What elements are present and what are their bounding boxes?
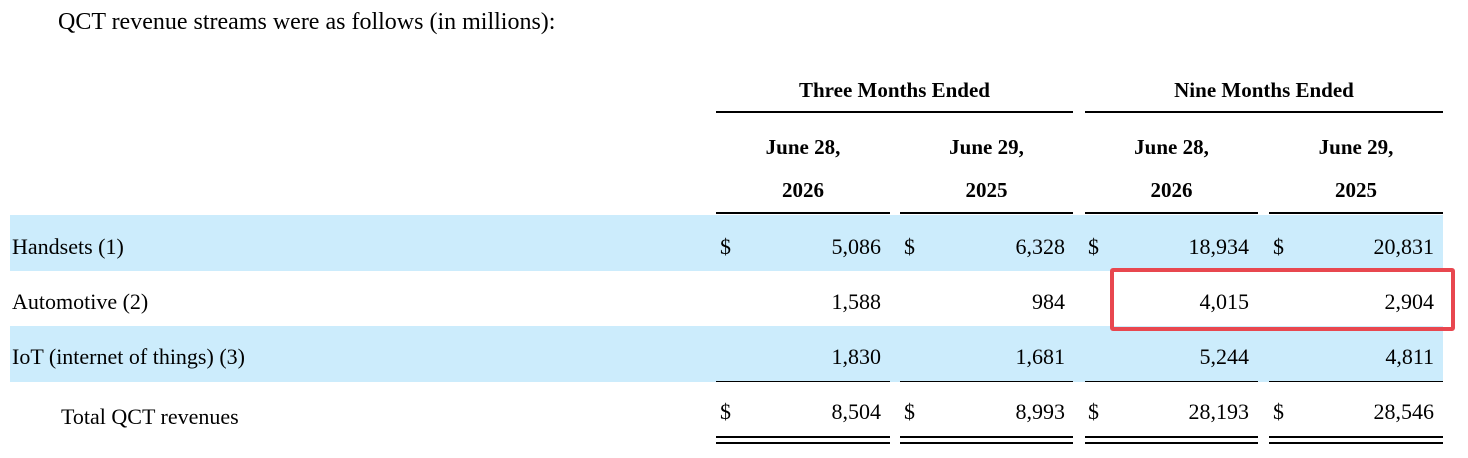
column-header-date: June 29, — [949, 135, 1024, 159]
row-label-automotive: Automotive (2) — [12, 289, 149, 314]
value-handsets-9m-2025: 20,831 — [1373, 234, 1435, 259]
column-rule-3m-2025 — [900, 212, 1073, 214]
row-label-handsets: Handsets (1) — [12, 234, 124, 259]
total-double-rule — [1085, 436, 1258, 444]
value-handsets-3m-2026: 5,086 — [831, 234, 882, 259]
value-total-9m-2026: 28,193 — [1188, 399, 1250, 424]
column-header-date: June 28, — [1134, 135, 1209, 159]
header-three-months-rule — [716, 111, 1073, 113]
currency-symbol: $ — [720, 399, 731, 424]
column-rule-9m-2025 — [1269, 212, 1443, 214]
currency-symbol: $ — [904, 234, 915, 259]
value-iot-3m-2026: 1,830 — [831, 344, 882, 369]
currency-symbol: $ — [1273, 399, 1284, 424]
header-nine-months-ended: Nine Months Ended — [1174, 78, 1354, 102]
total-double-rule — [900, 436, 1073, 444]
value-automotive-3m-2026: 1,588 — [831, 289, 882, 314]
total-double-rule — [1269, 436, 1443, 444]
row-label-iot: IoT (internet of things) (3) — [12, 344, 245, 369]
total-double-rule — [716, 436, 890, 444]
value-automotive-9m-2026: 4,015 — [1199, 289, 1250, 314]
intro-text: QCT revenue streams were as follows (in … — [58, 9, 556, 35]
subtotal-rule — [1269, 381, 1443, 382]
value-handsets-3m-2025: 6,328 — [1015, 234, 1066, 259]
header-nine-months-rule — [1085, 111, 1443, 113]
subtotal-rule — [900, 381, 1073, 382]
value-total-9m-2025: 28,546 — [1373, 399, 1435, 424]
value-automotive-9m-2025: 2,904 — [1384, 289, 1435, 314]
highlight-box-automotive-nine-months — [1110, 268, 1455, 331]
column-header-year: 2025 — [965, 178, 1008, 202]
column-header-date: June 29, — [1318, 135, 1394, 159]
currency-symbol: $ — [720, 234, 731, 259]
value-total-3m-2025: 8,993 — [1015, 399, 1066, 424]
subtotal-rule — [1085, 381, 1258, 382]
column-rule-9m-2026 — [1085, 212, 1258, 214]
subtotal-rule — [716, 381, 890, 382]
column-header-year: 2025 — [1335, 178, 1377, 202]
column-header-3m-2026: June 28, 2026 — [716, 133, 890, 204]
column-header-year: 2026 — [782, 178, 824, 202]
column-rule-3m-2026 — [716, 212, 890, 214]
column-header-3m-2025: June 29, 2025 — [900, 133, 1073, 204]
value-iot-9m-2025: 4,811 — [1385, 344, 1434, 369]
currency-symbol: $ — [904, 399, 915, 424]
table-row-handsets — [10, 215, 1443, 271]
header-three-months-ended: Three Months Ended — [799, 78, 990, 102]
column-header-date: June 28, — [765, 135, 841, 159]
value-iot-9m-2026: 5,244 — [1199, 344, 1250, 369]
value-total-3m-2026: 8,504 — [831, 399, 882, 424]
column-header-9m-2026: June 28, 2026 — [1085, 133, 1258, 204]
row-label-total: Total QCT revenues — [61, 404, 239, 429]
value-handsets-9m-2026: 18,934 — [1188, 234, 1250, 259]
column-header-year: 2026 — [1150, 178, 1193, 202]
value-automotive-3m-2025: 984 — [1032, 289, 1065, 314]
table-row-automotive — [10, 271, 1443, 327]
currency-symbol: $ — [1273, 234, 1284, 259]
table-row-iot — [10, 326, 1443, 382]
value-iot-3m-2025: 1,681 — [1015, 344, 1066, 369]
column-header-9m-2025: June 29, 2025 — [1269, 133, 1443, 204]
currency-symbol: $ — [1088, 234, 1099, 259]
currency-symbol: $ — [1088, 399, 1099, 424]
